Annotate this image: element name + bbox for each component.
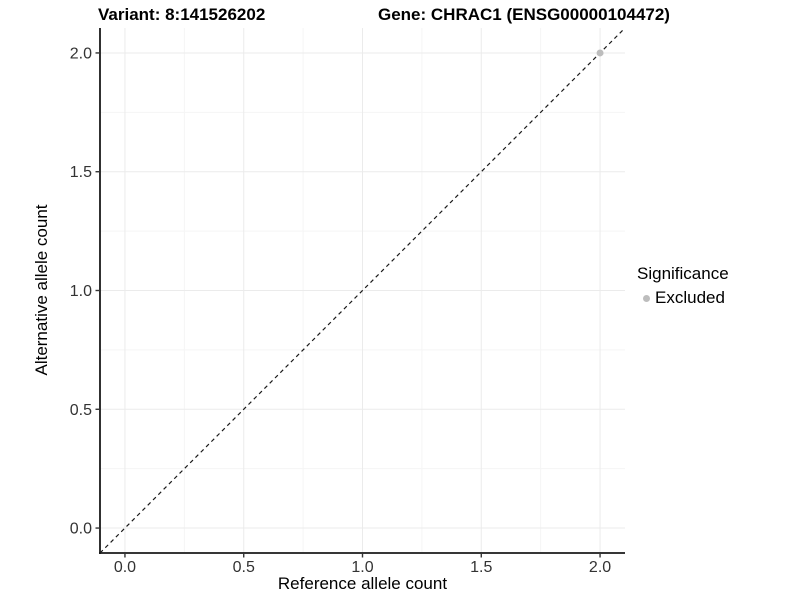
legend-marker-circle-icon xyxy=(643,294,650,302)
legend: Significance Excluded xyxy=(637,264,729,308)
x-axis-title: Reference allele count xyxy=(277,574,448,593)
identity-reference-line xyxy=(99,27,626,554)
legend-item-label: Excluded xyxy=(655,288,725,307)
plot-title-gene: Gene: CHRAC1 (ENSG00000104472) xyxy=(378,5,670,24)
legend-item-excluded: Excluded xyxy=(643,288,729,308)
plot-title-variant: Variant: 8:141526202 xyxy=(98,5,266,24)
x-tick-label: 2.0 xyxy=(589,559,611,576)
x-tick-label: 0.5 xyxy=(233,559,255,576)
y-tick-label: 1.0 xyxy=(70,283,92,300)
y-tick-label: 0.5 xyxy=(70,402,92,419)
data-point-excluded xyxy=(596,49,604,57)
x-tick-label: 1.5 xyxy=(470,559,492,576)
x-tick-label: 1.0 xyxy=(351,559,373,576)
y-tick-label: 1.5 xyxy=(70,164,92,181)
y-tick-label: 2.0 xyxy=(70,45,92,62)
legend-title: Significance xyxy=(637,264,729,283)
y-axis-title: Alternative allele count xyxy=(32,204,51,376)
y-tick-label: 0.0 xyxy=(70,521,92,538)
x-tick-label: 0.0 xyxy=(114,559,136,576)
